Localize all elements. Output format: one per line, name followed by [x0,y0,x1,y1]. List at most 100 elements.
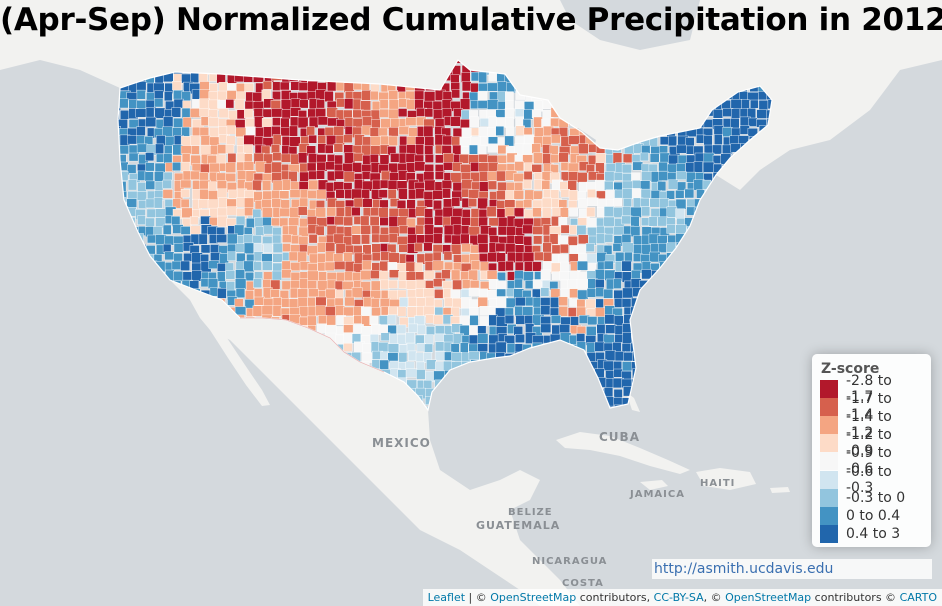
county-cell [281,269,292,279]
county-cell [459,154,470,164]
county-cell [164,326,177,335]
county-cell [209,359,220,371]
county-cell [182,335,194,344]
url-link[interactable]: http://asmith.ucdavis.edu [654,561,834,577]
county-cell [478,243,489,254]
county-cell [658,368,669,378]
county-cell [128,297,137,308]
county-cell [649,368,660,378]
county-cell [740,253,751,264]
county-cell [776,279,785,288]
county-cell [496,170,507,182]
county-cell [514,369,524,379]
county-cell [182,369,193,379]
county-cell [723,397,734,409]
county-cell [119,362,130,372]
legend-item: -2.8 to -1.7 [820,373,923,405]
county-cell [361,171,371,180]
county-cell [360,225,371,235]
county-cell [658,170,669,181]
county-cell [335,189,345,199]
attribution-ccbysa-link[interactable]: CC-BY-SA [653,591,704,604]
county-cell [227,243,237,254]
county-cell [288,251,299,262]
county-cell [676,334,687,346]
county-cell [453,414,464,424]
county-cell [730,379,739,391]
county-cell [181,388,192,398]
county-cell [468,334,479,345]
county-cell [524,280,534,289]
county-cell [146,370,158,381]
county-cell [561,343,571,353]
attribution-carto-link[interactable]: CARTO [899,591,937,604]
county-cell [513,190,524,200]
county-cell [452,388,464,399]
county-cell [271,161,282,173]
county-cell [748,415,759,425]
county-cell [747,243,759,253]
baja-landmass [196,290,270,406]
attribution-sep1: | © [465,591,491,604]
label-mexico: MEXICO [372,436,431,450]
county-cell [279,190,290,200]
county-cell [190,170,201,180]
county-cell [703,215,713,225]
county-cell [720,361,730,371]
county-cell [759,252,770,264]
county-cell [569,395,580,406]
county-cell [244,290,254,301]
county-cell [523,109,534,120]
attribution-osm-link-1[interactable]: OpenStreetMap [490,591,577,604]
county-cell [640,180,651,190]
county-cell [137,405,147,410]
county-cell [522,154,533,164]
county-cell [712,261,723,272]
county-cell [479,110,488,120]
county-cell [495,125,505,136]
county-cell [182,307,194,317]
county-cell [146,271,158,281]
county-cell [451,197,461,207]
url-box[interactable]: http://asmith.ucdavis.edu [652,559,932,579]
county-cell [371,252,381,262]
county-cell [226,369,237,381]
county-cell [777,200,785,210]
county-cell [767,315,772,327]
county-cell [603,206,615,217]
county-cell [712,280,722,291]
county-cell [696,341,706,352]
county-cell [442,379,454,389]
county-cell [777,235,786,244]
county-cell [516,398,526,408]
county-cell [181,73,192,84]
county-cell [450,289,461,299]
county-cell [705,324,714,336]
county-cell [289,136,301,147]
county-cell [621,234,632,244]
county-cell [730,307,741,317]
county-cell [191,89,201,100]
county-cell [712,296,723,307]
attribution-osm-link-2[interactable]: OpenStreetMap [725,591,812,604]
county-cell [621,298,632,308]
county-cell [118,298,119,309]
county-cell [702,379,712,391]
county-cell [192,335,202,345]
county-cell [209,406,220,410]
county-cell [560,362,571,372]
county-cell [756,316,768,326]
county-cell [173,271,184,282]
county-cell [641,261,652,271]
attribution-leaflet-link[interactable]: Leaflet [427,591,466,604]
county-cell [414,242,423,252]
county-cell [469,299,479,309]
county-cell [479,181,489,193]
county-cell [443,152,455,163]
county-cell [405,368,418,378]
county-cell [578,398,588,408]
county-cell [496,388,505,400]
county-cell [740,342,750,353]
